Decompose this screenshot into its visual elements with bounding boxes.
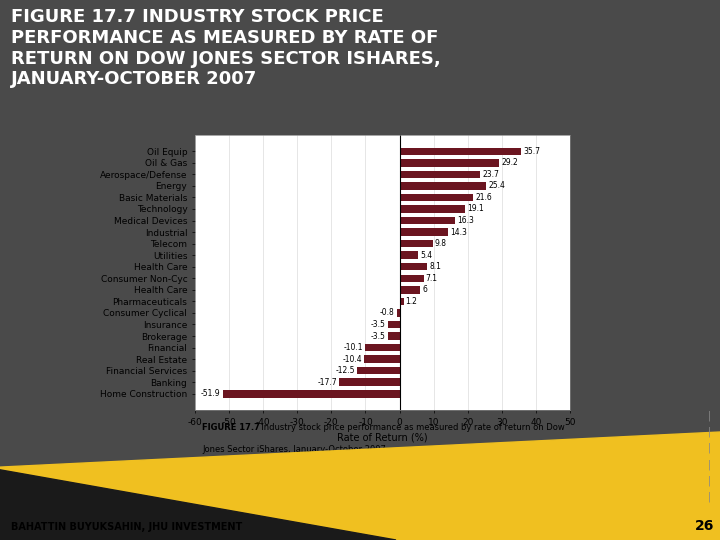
- Bar: [364, 355, 400, 363]
- Bar: [387, 332, 400, 340]
- Text: 5.4: 5.4: [420, 251, 432, 260]
- Bar: [400, 217, 455, 224]
- Text: Industry stock price performance as measured by rate of return on Dow: Industry stock price performance as meas…: [256, 423, 565, 432]
- Text: -51.9: -51.9: [201, 389, 220, 398]
- Text: -0.8: -0.8: [380, 308, 395, 318]
- Text: 29.2: 29.2: [501, 158, 518, 167]
- Text: FIGURE 17.7: FIGURE 17.7: [202, 423, 261, 432]
- Bar: [400, 159, 499, 166]
- Bar: [400, 147, 521, 155]
- Text: 25.4: 25.4: [488, 181, 505, 191]
- Text: Source: 182: Source: 182: [202, 467, 253, 476]
- Text: -12.5: -12.5: [336, 366, 355, 375]
- Bar: [365, 344, 400, 352]
- Bar: [400, 252, 418, 259]
- Bar: [397, 309, 400, 316]
- Text: 23.7: 23.7: [482, 170, 499, 179]
- Text: 1.2: 1.2: [405, 297, 418, 306]
- Bar: [400, 240, 433, 247]
- Text: 16.3: 16.3: [457, 216, 474, 225]
- Text: -3.5: -3.5: [371, 320, 386, 329]
- Text: |: |: [708, 491, 711, 502]
- Bar: [222, 390, 400, 397]
- Text: |: |: [708, 459, 711, 470]
- Text: |: |: [708, 410, 711, 421]
- Text: FIGURE 17.7 INDUSTRY STOCK PRICE
PERFORMANCE AS MEASURED BY RATE OF
RETURN ON DO: FIGURE 17.7 INDUSTRY STOCK PRICE PERFORM…: [11, 8, 441, 89]
- Text: 7.1: 7.1: [426, 274, 438, 283]
- Bar: [400, 205, 464, 213]
- Bar: [400, 286, 420, 294]
- Text: 21.6: 21.6: [475, 193, 492, 202]
- Text: Jones Sector iShares, January-October 2007: Jones Sector iShares, January-October 20…: [202, 446, 387, 454]
- Text: BAHATTIN BUYUKSAHIN, JHU INVESTMENT: BAHATTIN BUYUKSAHIN, JHU INVESTMENT: [11, 522, 242, 531]
- Text: 14.3: 14.3: [450, 227, 467, 237]
- Text: -10.1: -10.1: [343, 343, 363, 352]
- Bar: [400, 228, 449, 236]
- Bar: [339, 379, 400, 386]
- Text: |: |: [708, 443, 711, 454]
- Text: 9.8: 9.8: [435, 239, 447, 248]
- Text: |: |: [708, 427, 711, 437]
- Bar: [400, 171, 480, 178]
- Text: 35.7: 35.7: [523, 147, 540, 156]
- Text: -10.4: -10.4: [343, 355, 362, 363]
- Bar: [400, 274, 424, 282]
- Text: 19.1: 19.1: [467, 205, 483, 213]
- Text: 26: 26: [695, 519, 714, 534]
- Text: 6: 6: [422, 285, 427, 294]
- Bar: [400, 182, 486, 190]
- Bar: [400, 194, 473, 201]
- Text: 8.1: 8.1: [429, 262, 441, 271]
- Bar: [400, 263, 427, 271]
- Text: -17.7: -17.7: [318, 377, 337, 387]
- Bar: [400, 298, 404, 305]
- X-axis label: Rate of Return (%): Rate of Return (%): [337, 432, 428, 442]
- Bar: [387, 321, 400, 328]
- Text: |: |: [708, 475, 711, 486]
- Text: -3.5: -3.5: [371, 332, 386, 341]
- Bar: [357, 367, 400, 374]
